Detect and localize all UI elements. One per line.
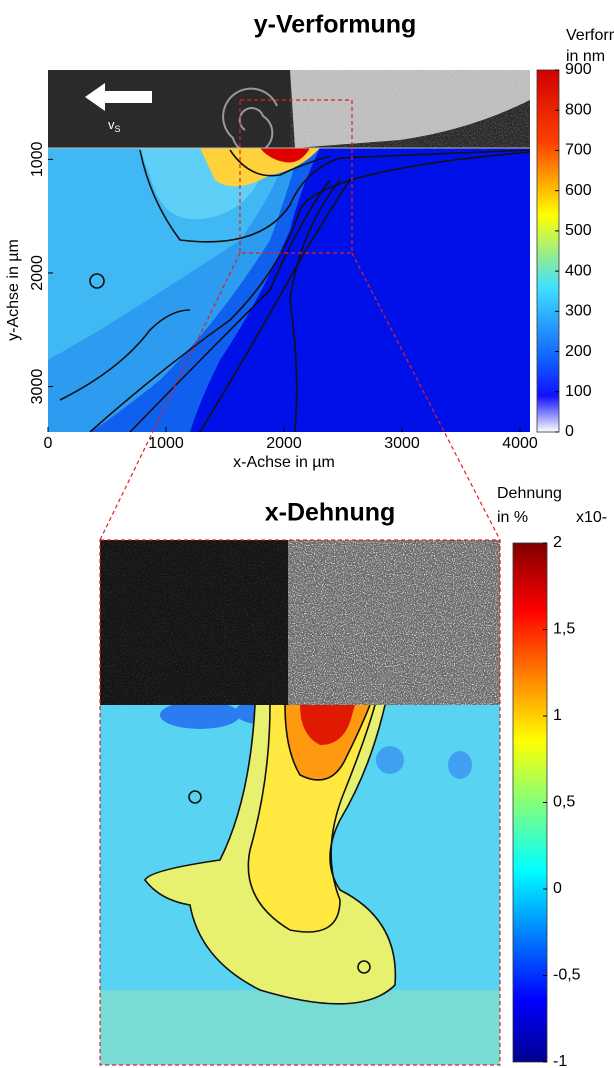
x-tick-label: 1000	[148, 435, 184, 452]
colorbar-tick-label: 1	[553, 707, 562, 724]
colorbar-tick-label: 0,5	[553, 794, 575, 811]
x-tick-label: 0	[44, 435, 53, 452]
x-tick-label: 4000	[502, 435, 538, 452]
y-tick-label: 2000	[29, 255, 46, 291]
colorbar-label: Verformung	[566, 27, 614, 44]
colorbar-tick-label: 2	[553, 534, 562, 551]
colorbar-tick-label: -0,5	[553, 967, 581, 984]
colorbar-tick-label: 800	[565, 101, 592, 118]
x-axis-label: x-Achse in µm	[233, 454, 335, 471]
colorbar-tick-label: 0	[565, 423, 574, 440]
colorbar-tick-label: 600	[565, 182, 592, 199]
colorbar-tick-label: 200	[565, 343, 592, 360]
colorbar-tick-label: 400	[565, 262, 592, 279]
x-tick-label: 3000	[384, 435, 420, 452]
y-tick-label: 1000	[29, 141, 46, 177]
colorbar-tick-label: 300	[565, 303, 592, 320]
chart-title: y-Verformung	[254, 11, 417, 39]
photo-top: vS	[48, 70, 530, 154]
colorbar-tick-label: 700	[565, 142, 592, 159]
y-tick-label: 3000	[29, 369, 46, 405]
field-x-strain	[100, 705, 500, 1065]
colorbar	[536, 69, 560, 433]
velocity-label: vS	[108, 117, 121, 134]
colorbar-label: Dehnung	[497, 485, 562, 502]
colorbar-tick-label: -1	[553, 1053, 567, 1068]
colorbar	[512, 542, 548, 1063]
colorbar-tick-label: 500	[565, 222, 592, 239]
colorbar-tick-label: 1,5	[553, 621, 575, 638]
colorbar-label: in nm	[566, 48, 605, 65]
chart-title: x-Dehnung	[265, 499, 396, 527]
photo-bottom	[100, 540, 500, 705]
colorbar-multiplier: x10-	[576, 509, 607, 526]
colorbar-tick-label: 100	[565, 383, 592, 400]
y-axis-label: y-Achse in µm	[5, 239, 22, 341]
field-y-deformation	[48, 148, 530, 432]
colorbar-tick-label: 900	[565, 61, 592, 78]
colorbar-label: in %	[497, 509, 528, 526]
x-tick-label: 2000	[266, 435, 302, 452]
colorbar-tick-label: 0	[553, 880, 562, 897]
